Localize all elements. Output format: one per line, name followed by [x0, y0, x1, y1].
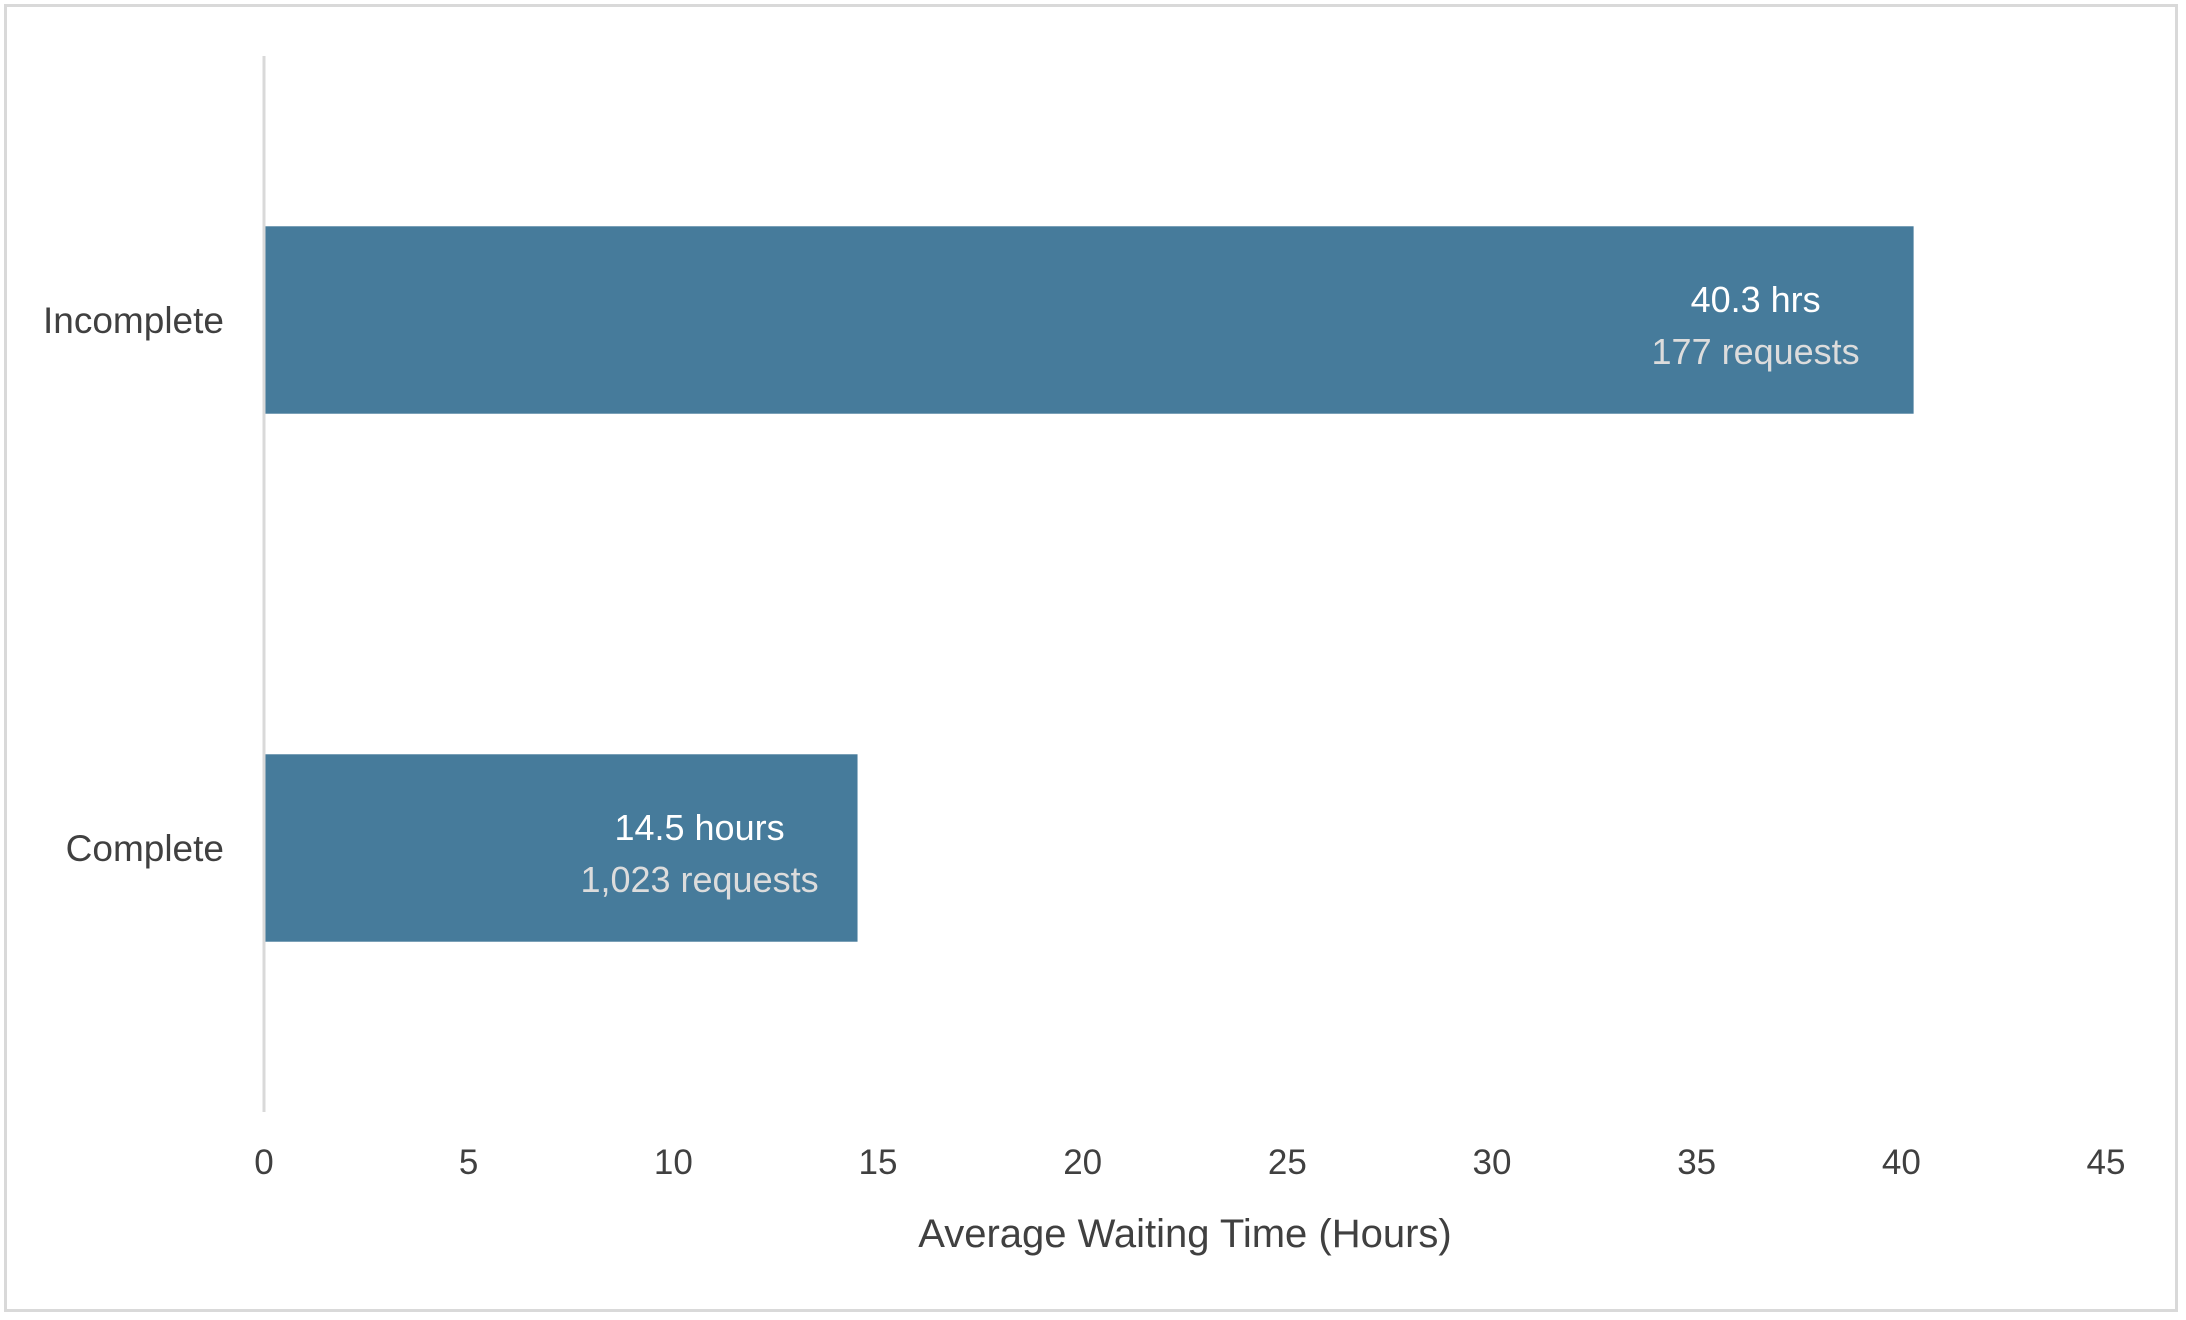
bar-complete [264, 754, 858, 942]
x-tick-label-45: 45 [2087, 1143, 2126, 1182]
data-label-requests-complete: 1,023 requests [580, 859, 818, 900]
data-label-value-complete: 14.5 hours [614, 807, 784, 848]
data-labels-layer: 40.3 hrs 177 requests 14.5 hours 1,023 requ… [580, 279, 1859, 900]
x-tick-label-15: 15 [859, 1143, 898, 1182]
x-tick-labels-layer: 0 5 10 15 20 25 30 35 40 45 [254, 1143, 2125, 1182]
bar-incomplete [264, 226, 1914, 414]
data-label-requests-incomplete: 177 requests [1652, 331, 1860, 372]
data-label-value-incomplete: 40.3 hrs [1691, 279, 1821, 320]
category-labels-layer: Incomplete Complete [43, 300, 224, 869]
category-label-complete: Complete [66, 828, 224, 869]
x-tick-label-30: 30 [1473, 1143, 1512, 1182]
x-tick-label-5: 5 [459, 1143, 478, 1182]
x-tick-label-25: 25 [1268, 1143, 1307, 1182]
category-label-incomplete: Incomplete [43, 300, 224, 341]
x-tick-label-10: 10 [654, 1143, 693, 1182]
chart-frame [4, 4, 2178, 1312]
bars-layer [264, 226, 1914, 942]
x-axis-title: Average Waiting Time (Hours) [918, 1212, 1452, 1256]
x-tick-label-40: 40 [1882, 1143, 1921, 1182]
x-tick-label-35: 35 [1677, 1143, 1716, 1182]
x-tick-label-20: 20 [1063, 1143, 1102, 1182]
x-tick-label-0: 0 [254, 1143, 273, 1182]
